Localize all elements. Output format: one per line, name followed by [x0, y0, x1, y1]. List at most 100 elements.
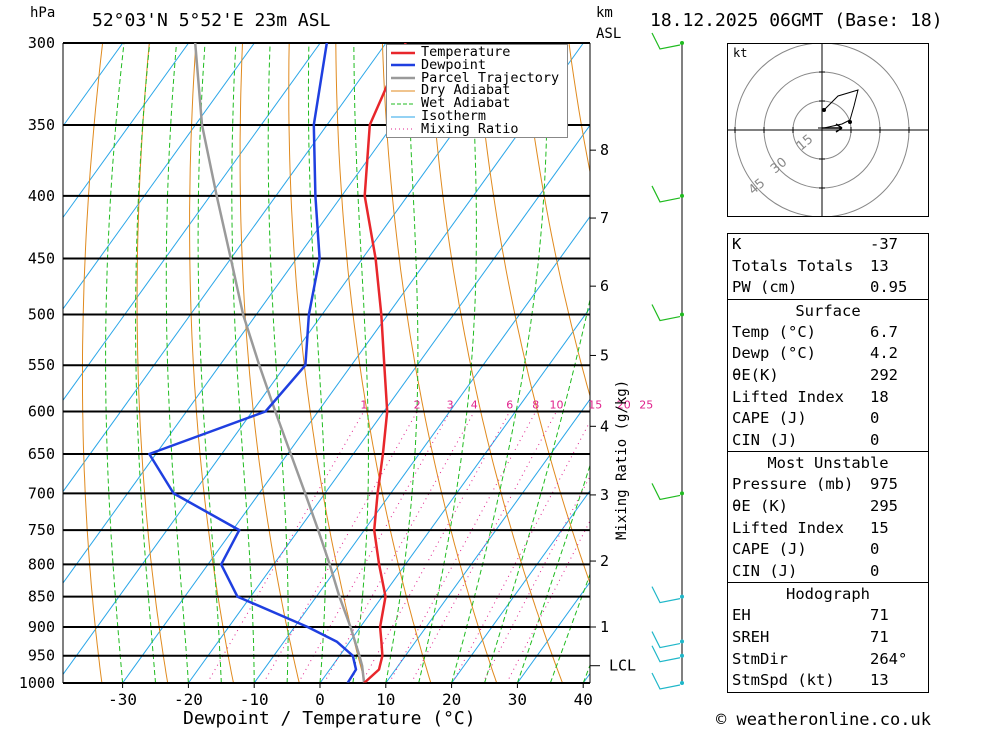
index-label: EH	[732, 606, 751, 625]
indices-panel: K -37 Totals Totals 13 PW (cm) 0.95 Surface T…	[727, 233, 929, 693]
mixing-ratio-tick-label: 1	[360, 398, 367, 411]
index-row: CAPE (J) 0	[728, 539, 928, 561]
isotherm-line	[319, 307, 590, 683]
index-label: SREH	[732, 627, 770, 646]
height-tick-label: 5	[600, 346, 609, 364]
pressure-tick-label: 750	[28, 521, 55, 539]
dry-adiabat-line	[82, 43, 104, 683]
isotherm-line	[63, 43, 387, 493]
profile-lines	[148, 43, 407, 683]
x-axis-label: Dewpoint / Temperature (°C)	[183, 708, 476, 729]
dry-adiabat-line	[942, 43, 1000, 683]
temp-tick-label: 30	[508, 690, 527, 709]
wet-adiabat-line	[105, 43, 125, 683]
isotherm-line	[451, 489, 590, 683]
index-row: SREH 71	[728, 627, 928, 649]
temp-tick-label: 20	[442, 690, 461, 709]
index-value: -37	[870, 235, 898, 253]
index-label: StmSpd (kt)	[732, 671, 835, 690]
index-value: 13	[870, 671, 889, 690]
mixing-ratio-tick-label: 10	[549, 398, 563, 411]
mixing-ratio-tick-label: 15	[588, 398, 602, 411]
pressure-tick-label: 600	[28, 402, 55, 420]
wet-adiabat-line	[385, 43, 419, 683]
legend-label: Mixing Ratio	[421, 120, 519, 137]
mixing-ratio-tick-label: 6	[506, 398, 513, 411]
temp-tick-label: -20	[174, 690, 203, 709]
hodograph-title: Hodograph	[786, 585, 870, 604]
hodograph-indices: Hodograph EH 71 SREH 71 StmDir 264° StmSpd (kt…	[728, 583, 928, 691]
mixing-ratio-line	[482, 475, 590, 683]
index-row: Pressure (mb) 975	[728, 474, 928, 496]
pressure-tick-label: 650	[28, 445, 55, 463]
wind-barb	[651, 586, 681, 604]
credit-footer[interactable]: © weatheronline.co.uk	[716, 710, 931, 730]
surface-indices: Surface Temp (°C) 6.7 Dewp (°C) 4.2 θE(K) 292…	[728, 300, 928, 453]
index-value: 0.95	[870, 278, 908, 297]
temp-tick-label: -30	[108, 690, 137, 709]
mixing-ratio-axis-label: Mixing Ratio (g/kg)	[614, 379, 630, 540]
index-value: 15	[870, 518, 889, 537]
wet-adiabat-line	[135, 43, 156, 683]
dry-adiabat-line	[239, 43, 300, 683]
index-label: Temp (°C)	[732, 322, 816, 341]
index-row: CIN (J) 0	[728, 430, 928, 452]
wet-adiabat-line	[352, 43, 369, 683]
index-value: 264°	[870, 649, 908, 668]
legend-swatch	[391, 90, 415, 92]
legend-item: Dewpoint	[391, 58, 486, 72]
legend-item: Parcel Trajectory	[391, 71, 559, 85]
wind-dot	[680, 41, 684, 45]
legend-swatch	[391, 51, 415, 54]
temp-tick-label: 10	[376, 690, 395, 709]
index-label: θE (K)	[732, 496, 788, 515]
index-label: PW (cm)	[732, 278, 798, 297]
index-value: 71	[870, 627, 889, 646]
height-tick-label: 1	[600, 618, 609, 636]
isotherm-line	[63, 43, 190, 219]
wind-barb	[651, 645, 681, 663]
index-row: StmSpd (kt) 13	[728, 670, 928, 692]
pressure-tick-label: 300	[28, 34, 55, 52]
dry-adiabat-line	[521, 43, 590, 398]
wind-barb	[651, 185, 681, 203]
legend-swatch	[391, 116, 415, 117]
legend-label: Wet Adiabat	[421, 95, 511, 112]
mixing-ratio-line	[506, 519, 590, 683]
height-tick-label: 6	[600, 277, 609, 295]
hodograph-panel: kt 15 30 45	[727, 42, 929, 218]
wind-barbs	[651, 32, 684, 690]
pressure-tick-label: 700	[28, 484, 55, 502]
isotherm-line	[187, 124, 590, 683]
index-value: 975	[870, 475, 898, 494]
dry-adiabat-line	[989, 43, 1000, 683]
wind-dot	[680, 491, 684, 496]
isotherm-line	[385, 398, 590, 683]
lcl-label: LCL	[609, 657, 636, 675]
wind-dot	[680, 639, 684, 644]
mixing-ratio-tick-label: 8	[532, 398, 539, 411]
index-value: 292	[870, 365, 898, 384]
wind-barb	[651, 304, 681, 322]
wind-barb	[651, 483, 681, 501]
index-row: EH 71	[728, 605, 928, 627]
index-row: θE(K) 292	[728, 365, 928, 387]
mixing-ratio-tick-label: 3	[447, 398, 454, 411]
index-value: 4.2	[870, 344, 898, 363]
wet-adiabat-line	[197, 43, 222, 683]
height-tick-label: 8	[600, 141, 609, 159]
isotherm-line	[63, 43, 519, 676]
index-row: Lifted Index 15	[728, 518, 928, 540]
pressure-tick-label: 450	[28, 250, 55, 268]
temp-tick-label: 40	[574, 690, 593, 709]
temp-tick-label: 0	[315, 690, 325, 709]
datetime-title: 18.12.2025 06GMT (Base: 18)	[650, 10, 943, 31]
index-value: 0	[870, 409, 880, 428]
mixing-ratio-labels: 1 2 3 4 6 8 10 15 20 25	[360, 398, 653, 411]
isotherm-line	[122, 43, 584, 683]
hodograph-ring-label: 45	[746, 176, 768, 198]
index-label: CIN (J)	[732, 430, 798, 449]
mixing-ratio-line	[263, 411, 418, 683]
height-tick-label: 4	[600, 417, 609, 435]
